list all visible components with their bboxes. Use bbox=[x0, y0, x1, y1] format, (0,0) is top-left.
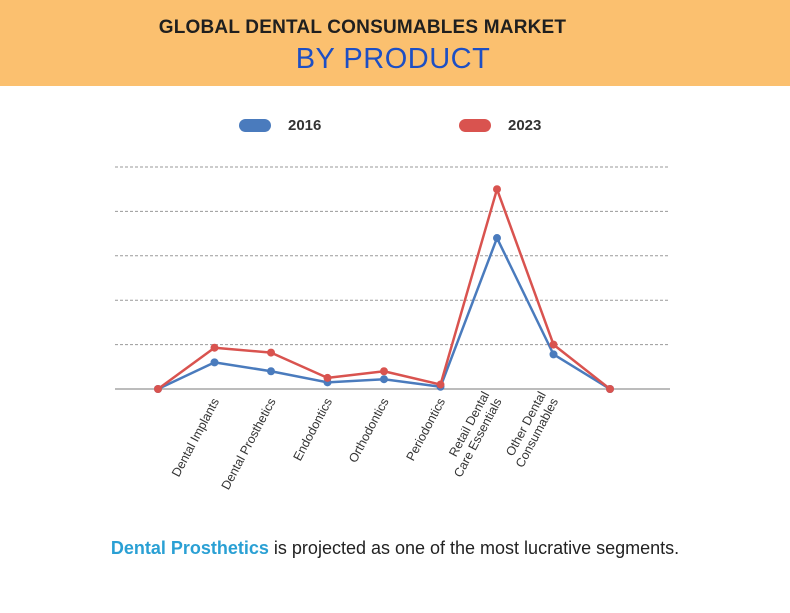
chart-title: GLOBAL DENTAL CONSUMABLES MARKET bbox=[158, 17, 567, 38]
legend-item-2016: 2016 bbox=[239, 115, 321, 135]
data-point-2016 bbox=[210, 358, 219, 367]
footer-note: Dental Prosthetics is projected as one o… bbox=[0, 538, 790, 559]
legend-swatch-2023 bbox=[459, 118, 491, 132]
data-point-2016 bbox=[493, 234, 501, 243]
legend-label-2023: 2023 bbox=[508, 116, 542, 134]
data-point-2023 bbox=[154, 385, 162, 393]
series-line-2023 bbox=[157, 187, 611, 391]
data-point-2016 bbox=[267, 367, 275, 376]
legend-swatch-2016 bbox=[239, 118, 271, 132]
x-tick-label: Orthodontics bbox=[346, 396, 392, 465]
legend-label-2016: 2016 bbox=[288, 116, 322, 134]
title-banner: GLOBAL DENTAL CONSUMABLES MARKET BY PROD… bbox=[0, 0, 790, 86]
footer-highlight: Dental Prosthetics bbox=[110, 538, 269, 558]
data-point-2016 bbox=[380, 375, 388, 384]
data-point-2023 bbox=[210, 343, 219, 352]
data-point-2023 bbox=[380, 367, 388, 376]
x-tick-label: Dental Implants bbox=[169, 396, 222, 479]
data-point-2023 bbox=[323, 373, 332, 382]
chart-subtitle: BY PRODUCT bbox=[295, 43, 491, 75]
data-point-2016 bbox=[549, 350, 558, 359]
data-point-2023 bbox=[549, 340, 558, 349]
x-tick-label: Endodontics bbox=[290, 396, 335, 463]
data-point-2023 bbox=[493, 185, 501, 194]
legend-item-2023: 2023 bbox=[459, 115, 541, 135]
footer-text: is projected as one of the most lucrativ… bbox=[268, 538, 680, 558]
data-point-2023 bbox=[436, 380, 445, 389]
x-tick-label: Periodontics bbox=[403, 396, 448, 463]
x-tick-label: Other DentalConsumables bbox=[501, 389, 562, 470]
data-point-2023 bbox=[606, 385, 614, 393]
x-tick-label: Retail DentalCare Essentials bbox=[439, 389, 505, 479]
data-point-2023 bbox=[267, 348, 275, 357]
x-tick-label: Dental Prosthetics bbox=[219, 396, 279, 492]
